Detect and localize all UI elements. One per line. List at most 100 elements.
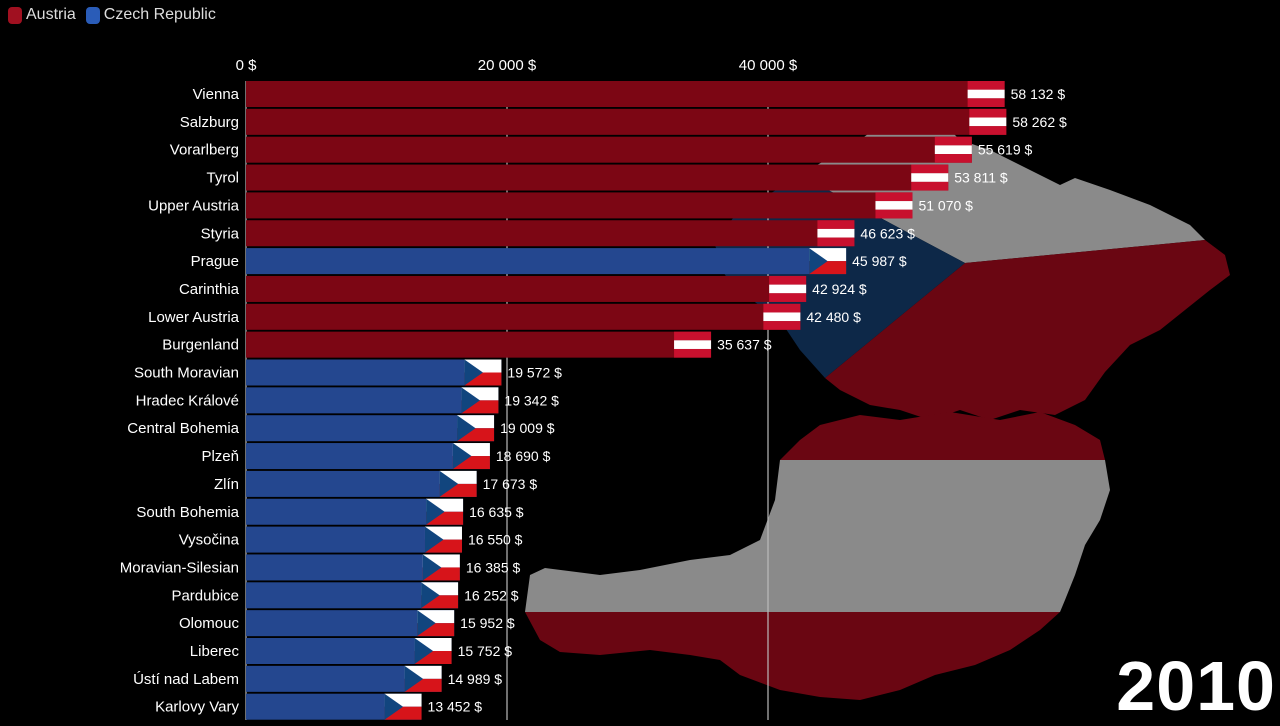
czech-flag-icon [404,665,442,692]
value-label: 46 623 $ [860,225,915,241]
bar [246,470,477,497]
category-label: Central Bohemia [127,420,239,437]
czech-flag-icon [384,693,422,720]
value-label: 19 009 $ [500,420,555,436]
category-label: Tyrol [206,170,239,187]
bars [246,81,1007,720]
value-label: 53 811 $ [954,170,1008,186]
value-label: 58 262 $ [1012,114,1067,130]
category-label: South Moravian [134,365,239,382]
value-label: 45 987 $ [852,253,907,269]
category-label: Upper Austria [148,197,240,214]
category-label: Burgenland [162,337,239,354]
czech-flag-icon [439,470,477,497]
austria-flag-icon [967,81,1005,107]
czech-flag-icon [422,554,460,581]
x-tick-label: 0 $ [236,57,258,74]
legend-label-austria: Austria [26,6,76,23]
category-label: Carinthia [179,281,240,298]
value-label: 16 385 $ [466,559,521,575]
category-label: Plzeň [201,448,239,465]
year-label: 2010 [1116,647,1276,725]
category-labels: Vienna Salzburg Vorarlberg Tyrol Upper Austr… [120,86,240,716]
czech-flag-icon [414,638,452,664]
austria-flag-icon [763,303,801,330]
austria-flag-icon [817,220,855,247]
x-tick-label: 20 000 $ [478,57,537,74]
bar [246,81,1005,107]
czech-flag-icon [461,387,499,414]
value-label: 15 752 $ [458,643,513,659]
value-label: 42 480 $ [806,309,861,325]
category-label: Lower Austria [148,309,240,326]
czech-flag-icon [424,526,462,553]
austria-flag-icon [875,192,913,219]
background-map [525,118,1230,700]
value-label: 18 690 $ [496,448,551,464]
x-axis-ticks: 0 $ 20 000 $ 40 000 $ [236,57,798,74]
value-label: 17 673 $ [483,476,538,492]
legend-swatch-czech [85,6,100,24]
value-label: 16 550 $ [468,532,523,548]
bar [246,359,502,386]
czech-flag-icon [417,610,455,637]
category-label: Vysočina [179,532,240,549]
austria-flag-icon [969,108,1007,135]
category-label: Vienna [193,86,240,103]
bar [246,220,855,247]
czech-flag-icon [426,498,464,525]
czech-flag-icon [809,248,847,275]
bar [246,108,1007,135]
bar [246,136,972,163]
bar [246,443,490,470]
value-label: 42 924 $ [812,281,867,297]
value-label: 35 637 $ [717,337,772,353]
bar [246,248,847,275]
bar [246,192,913,219]
category-label: Karlovy Vary [155,699,239,716]
czech-flag-icon [452,443,490,470]
category-label: Salzburg [180,114,239,131]
value-label: 19 572 $ [507,365,562,381]
flags [384,81,1007,720]
czech-flag-icon [421,582,459,609]
category-label: Vorarlberg [170,142,239,159]
category-label: Olomouc [179,615,240,632]
value-labels: 58 132 $ 58 262 $ 55 619 $ 53 811 $ 51 070 $… [428,86,1067,715]
czech-map-red [825,240,1230,420]
bar [246,387,499,414]
austria-map-bottom-red [525,612,1060,700]
category-label: Ústí nad Labem [133,671,239,688]
bar [246,275,807,302]
bar [246,415,495,442]
value-label: 58 132 $ [1011,86,1066,102]
value-label: 51 070 $ [918,197,973,213]
category-label: Styria [201,225,240,242]
x-tick-label: 40 000 $ [739,57,798,74]
czech-flag-icon [457,415,495,442]
bar [246,331,712,358]
legend-item-czech[interactable]: Czech Republic [85,6,216,24]
austria-flag-icon [934,136,972,163]
value-label: 16 252 $ [464,587,519,603]
austria-flag-icon [769,275,807,302]
value-label: 19 342 $ [504,392,559,408]
value-label: 15 952 $ [460,615,515,631]
category-label: Liberec [190,643,240,660]
bar [246,303,801,330]
value-label: 16 635 $ [469,504,524,520]
category-label: Pardubice [171,587,239,604]
value-label: 55 619 $ [978,142,1033,158]
category-label: Moravian-Silesian [120,559,239,576]
category-label: Hradec Králové [136,392,239,409]
czech-flag-icon [464,359,502,386]
bar [246,164,949,191]
category-label: Zlín [214,476,239,493]
austria-map-middle-white [525,460,1110,612]
austria-map-top-red [780,412,1105,460]
legend-item-austria[interactable]: Austria [8,6,76,24]
value-label: 14 989 $ [448,671,503,687]
category-label: South Bohemia [136,504,239,521]
austria-flag-icon [911,164,949,191]
